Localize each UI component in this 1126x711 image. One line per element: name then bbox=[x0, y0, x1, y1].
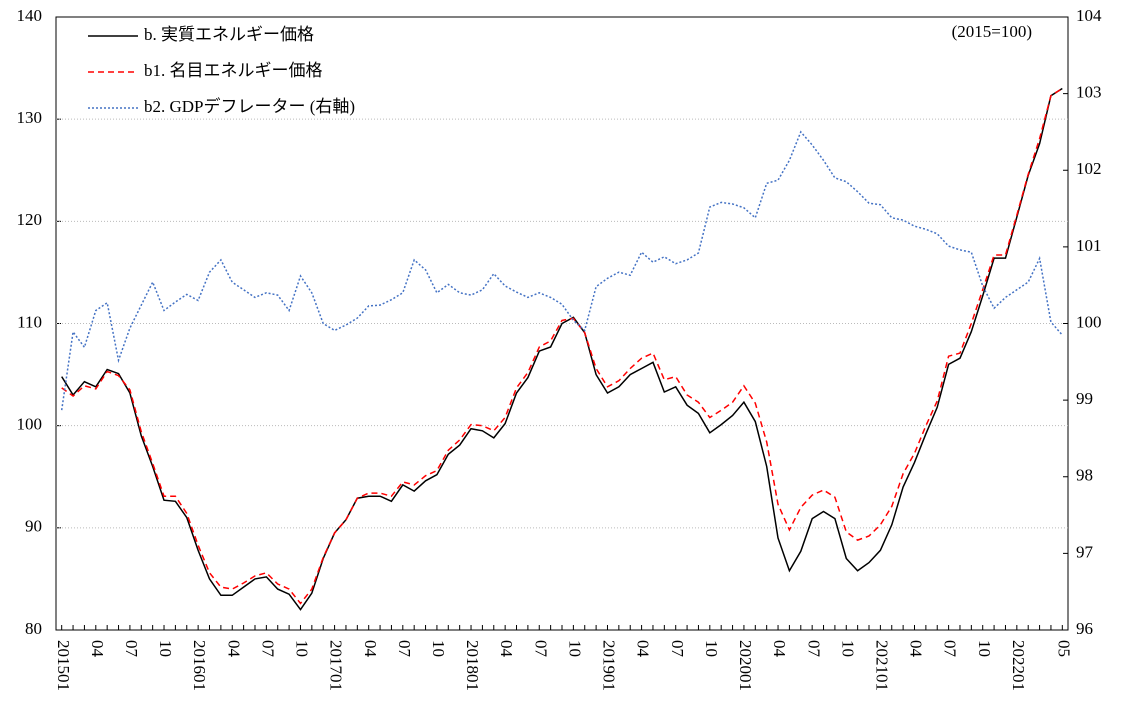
x-tick-label: 202001 bbox=[736, 640, 755, 691]
x-tick-label: 04 bbox=[497, 640, 516, 658]
y2-tick-label: 96 bbox=[1076, 619, 1093, 638]
series-line bbox=[61, 87, 1063, 605]
y-tick-label: 140 bbox=[17, 6, 43, 25]
y-tick-label: 120 bbox=[17, 210, 43, 229]
x-tick-label: 04 bbox=[224, 640, 243, 658]
x-tick-label: 201501 bbox=[54, 640, 73, 691]
x-tick-label: 10 bbox=[975, 640, 994, 657]
x-tick-label: 04 bbox=[634, 640, 653, 658]
y2-tick-label: 99 bbox=[1076, 389, 1093, 408]
y-tick-label: 100 bbox=[17, 415, 43, 434]
x-tick-label: 201701 bbox=[327, 640, 346, 691]
x-tick-label: 201801 bbox=[463, 640, 482, 691]
series-line bbox=[60, 130, 1063, 411]
legend-label: b1. 名目エネルギー価格 bbox=[144, 61, 323, 80]
x-tick-label: 07 bbox=[531, 640, 550, 658]
x-tick-label: 10 bbox=[565, 640, 584, 657]
x-tick-label: 07 bbox=[258, 640, 277, 658]
y-tick-label: 110 bbox=[17, 312, 42, 331]
y2-tick-label: 100 bbox=[1076, 312, 1102, 331]
x-tick-label: 10 bbox=[838, 640, 857, 657]
x-tick-label: 04 bbox=[907, 640, 926, 658]
y2-tick-label: 102 bbox=[1076, 159, 1102, 178]
annotation: (2015=100) bbox=[952, 22, 1032, 41]
x-tick-label: 05 bbox=[1054, 640, 1073, 657]
x-tick-label: 07 bbox=[395, 640, 414, 658]
y2-tick-label: 98 bbox=[1076, 466, 1093, 485]
x-tick-label: 07 bbox=[122, 640, 141, 658]
y-tick-label: 90 bbox=[25, 517, 42, 536]
x-tick-label: 07 bbox=[941, 640, 960, 658]
x-tick-label: 07 bbox=[804, 640, 823, 658]
x-tick-label: 04 bbox=[770, 640, 789, 658]
series-line bbox=[61, 87, 1063, 611]
x-tick-label: 201601 bbox=[190, 640, 209, 691]
y-tick-label: 80 bbox=[25, 619, 42, 638]
y2-tick-label: 97 bbox=[1076, 542, 1094, 561]
x-tick-label: 202201 bbox=[1009, 640, 1028, 691]
x-tick-label: 201901 bbox=[600, 640, 619, 691]
x-tick-label: 04 bbox=[361, 640, 380, 658]
legend-label: b. 実質エネルギー価格 bbox=[144, 25, 314, 44]
y2-tick-label: 103 bbox=[1076, 83, 1102, 102]
x-tick-label: 10 bbox=[293, 640, 312, 657]
y-tick-label: 130 bbox=[17, 108, 43, 127]
y2-tick-label: 104 bbox=[1076, 6, 1102, 25]
x-tick-label: 202101 bbox=[872, 640, 891, 691]
x-tick-label: 07 bbox=[668, 640, 687, 658]
x-tick-label: 04 bbox=[88, 640, 107, 658]
x-tick-label: 10 bbox=[702, 640, 721, 657]
y2-tick-label: 101 bbox=[1076, 236, 1102, 255]
x-tick-label: 10 bbox=[429, 640, 448, 657]
x-tick-label: 10 bbox=[156, 640, 175, 657]
legend-label: b2. GDPデフレーター (右軸) bbox=[144, 96, 355, 116]
